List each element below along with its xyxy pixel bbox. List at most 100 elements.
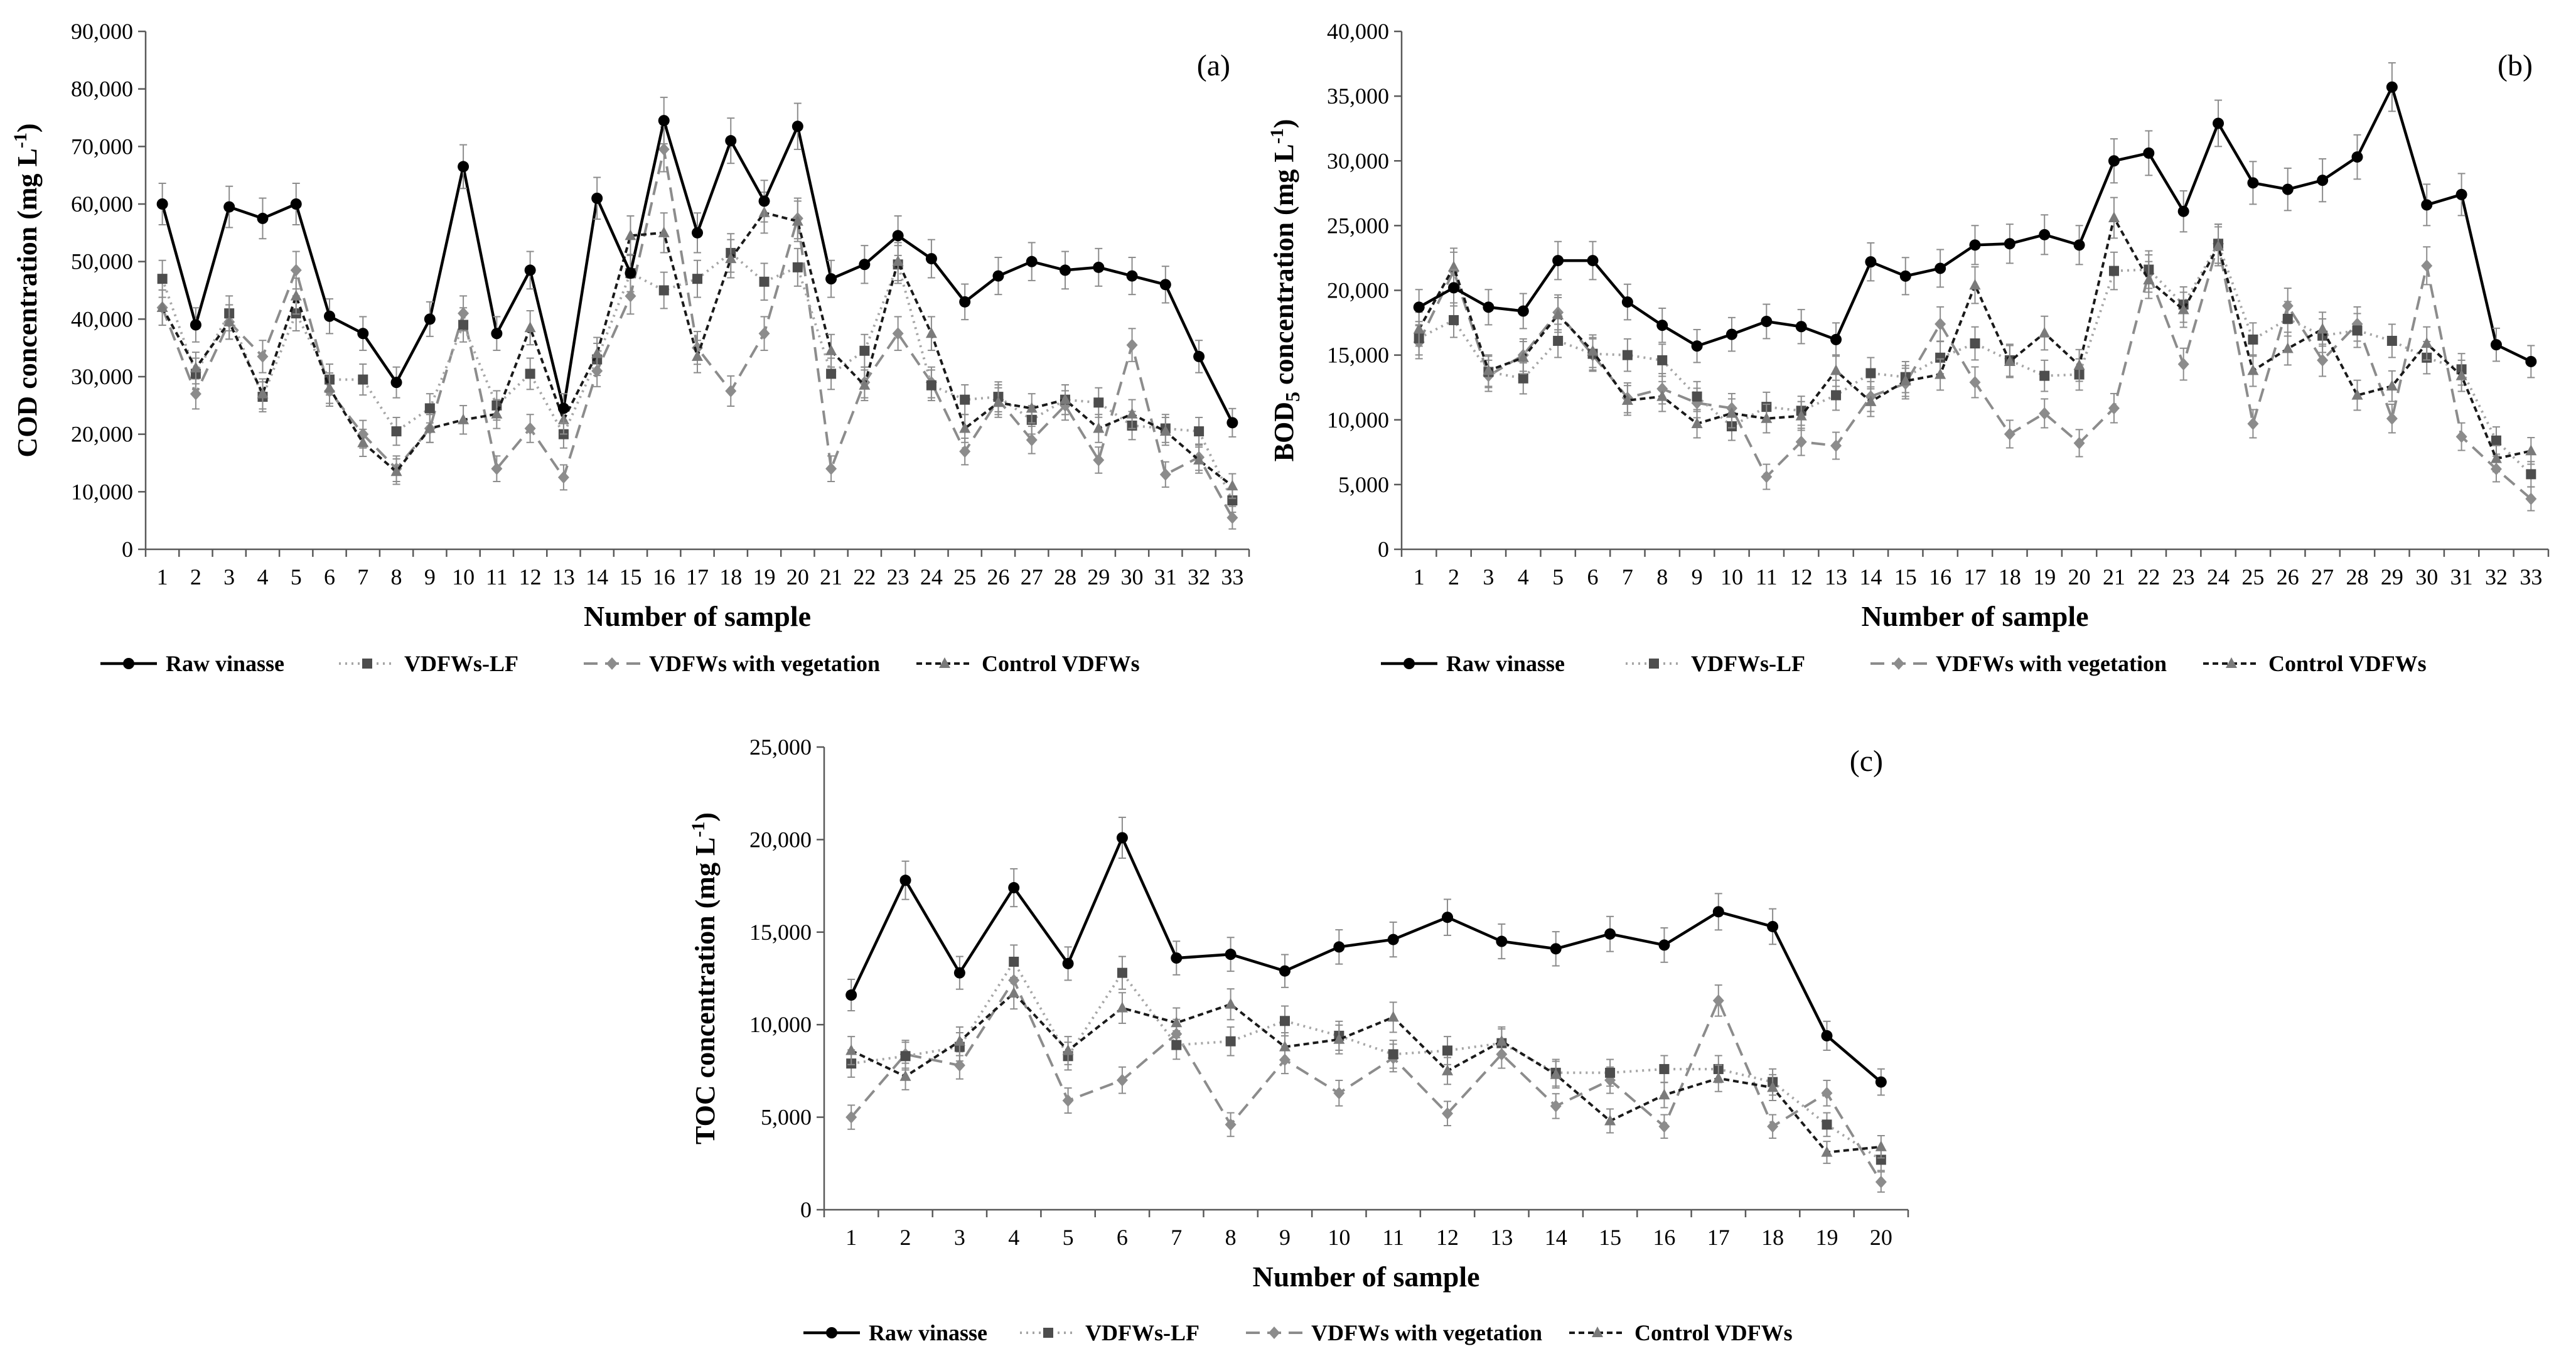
x-tick-label: 17 xyxy=(686,564,709,589)
data-point xyxy=(391,426,402,437)
data-point xyxy=(725,384,737,397)
legend-label: Raw vinasse xyxy=(869,1320,987,1345)
series-line xyxy=(851,991,1882,1154)
data-point xyxy=(2108,212,2120,222)
y-axis-title-text: concentration (mg L xyxy=(1269,144,1299,392)
legend-label: Control VDFWs xyxy=(1634,1320,1793,1345)
data-point xyxy=(1413,323,1425,334)
x-tick-label: 32 xyxy=(2485,564,2508,589)
y-tick-label: 35,000 xyxy=(1327,83,1389,109)
data-point xyxy=(625,267,636,279)
y-tick-label: 25,000 xyxy=(1327,213,1389,238)
series-control-vdfws xyxy=(845,976,1887,1165)
y-axis-title: BOD5 concentration (mg L-1) xyxy=(1267,119,1304,462)
x-tick-label: 3 xyxy=(954,1225,965,1250)
data-point xyxy=(1496,935,1508,947)
x-tick-label: 7 xyxy=(357,564,368,589)
y-tick-label: 25,000 xyxy=(749,734,812,760)
legend-label: VDFWs-LF xyxy=(404,651,518,676)
x-tick-label: 8 xyxy=(1656,564,1668,589)
data-point xyxy=(257,350,269,363)
x-tick-label: 23 xyxy=(887,564,910,589)
x-tick-label: 17 xyxy=(1707,1225,1730,1250)
series-line xyxy=(1418,83,2532,363)
data-point xyxy=(1656,390,1668,401)
data-point xyxy=(692,227,703,239)
legend: Raw vinasse VDFWs-LF VDFWs with vegetation… xyxy=(803,1320,1793,1345)
data-point xyxy=(1605,1067,1616,1078)
y-axis-title-sup: -1 xyxy=(1267,128,1287,144)
data-point xyxy=(845,1044,857,1055)
data-point xyxy=(1604,1114,1616,1126)
data-point xyxy=(2282,342,2294,353)
y-tick-label: 80,000 xyxy=(71,77,133,102)
data-point xyxy=(1712,906,1724,918)
data-point xyxy=(926,380,936,390)
x-tick-label: 11 xyxy=(1382,1225,1404,1250)
data-point xyxy=(357,328,369,340)
y-tick-label: 15,000 xyxy=(749,920,812,945)
data-point xyxy=(1935,368,1946,379)
x-tick-label: 9 xyxy=(1279,1225,1291,1250)
y-axis-title-text: ) xyxy=(12,123,43,132)
data-point xyxy=(859,345,870,356)
legend-marker xyxy=(362,659,372,669)
x-tick-label: 30 xyxy=(2415,564,2438,589)
data-point xyxy=(1171,1040,1182,1050)
data-point xyxy=(2108,155,2120,167)
data-point xyxy=(899,1070,911,1081)
data-point xyxy=(1767,1081,1779,1092)
data-point xyxy=(1093,397,1104,408)
data-point xyxy=(1604,928,1616,940)
data-point xyxy=(1060,393,1071,404)
x-tick-label: 10 xyxy=(452,564,475,589)
data-point xyxy=(2073,436,2085,449)
x-tick-label: 14 xyxy=(1545,1225,1567,1250)
data-point xyxy=(959,296,971,308)
legend-label: Control VDFWs xyxy=(982,651,1140,676)
data-point xyxy=(925,253,937,265)
legend-marker xyxy=(826,1327,837,1338)
data-point xyxy=(1225,1118,1237,1131)
legend: Raw vinasse VDFWs-LF VDFWs with vegetation… xyxy=(100,651,1140,676)
data-point xyxy=(2039,229,2051,240)
x-tick-label: 15 xyxy=(1599,1225,1621,1250)
legend-label: Raw vinasse xyxy=(166,651,284,676)
data-point xyxy=(2248,334,2258,345)
data-point xyxy=(2351,151,2363,163)
series-control-vdfws xyxy=(1413,196,2537,473)
series-line xyxy=(1417,214,2531,460)
data-point xyxy=(899,874,911,886)
data-point xyxy=(1899,374,1911,385)
data-point xyxy=(1126,270,1138,282)
data-point xyxy=(424,422,436,433)
data-point xyxy=(290,289,302,301)
y-tick-label: 20,000 xyxy=(749,827,812,852)
x-tick-label: 32 xyxy=(1188,564,1210,589)
data-point xyxy=(2282,183,2294,195)
data-point xyxy=(390,465,402,476)
x-tick-label: 13 xyxy=(1490,1225,1513,1250)
data-point xyxy=(1830,364,1842,375)
data-point xyxy=(1116,832,1128,844)
data-point xyxy=(1483,364,1495,375)
data-point xyxy=(2108,266,2119,276)
data-point xyxy=(491,328,503,340)
legend-marker xyxy=(1649,659,1659,669)
data-point xyxy=(845,1111,857,1124)
data-point xyxy=(2073,359,2085,370)
legend-marker xyxy=(1592,1326,1603,1337)
data-point xyxy=(1171,1016,1183,1028)
data-point xyxy=(1821,1146,1833,1157)
x-tick-label: 18 xyxy=(1761,1225,1784,1250)
data-point xyxy=(959,422,971,433)
data-point xyxy=(390,377,402,389)
data-point xyxy=(2317,353,2329,367)
data-point xyxy=(2039,326,2051,338)
data-point xyxy=(257,387,269,399)
legend: Raw vinasse VDFWs-LF VDFWs with vegetation… xyxy=(1381,651,2427,676)
x-tick-label: 12 xyxy=(1436,1225,1459,1250)
y-tick-label: 15,000 xyxy=(1327,343,1389,368)
data-point xyxy=(1767,1120,1779,1133)
x-tick-label: 9 xyxy=(1692,564,1703,589)
